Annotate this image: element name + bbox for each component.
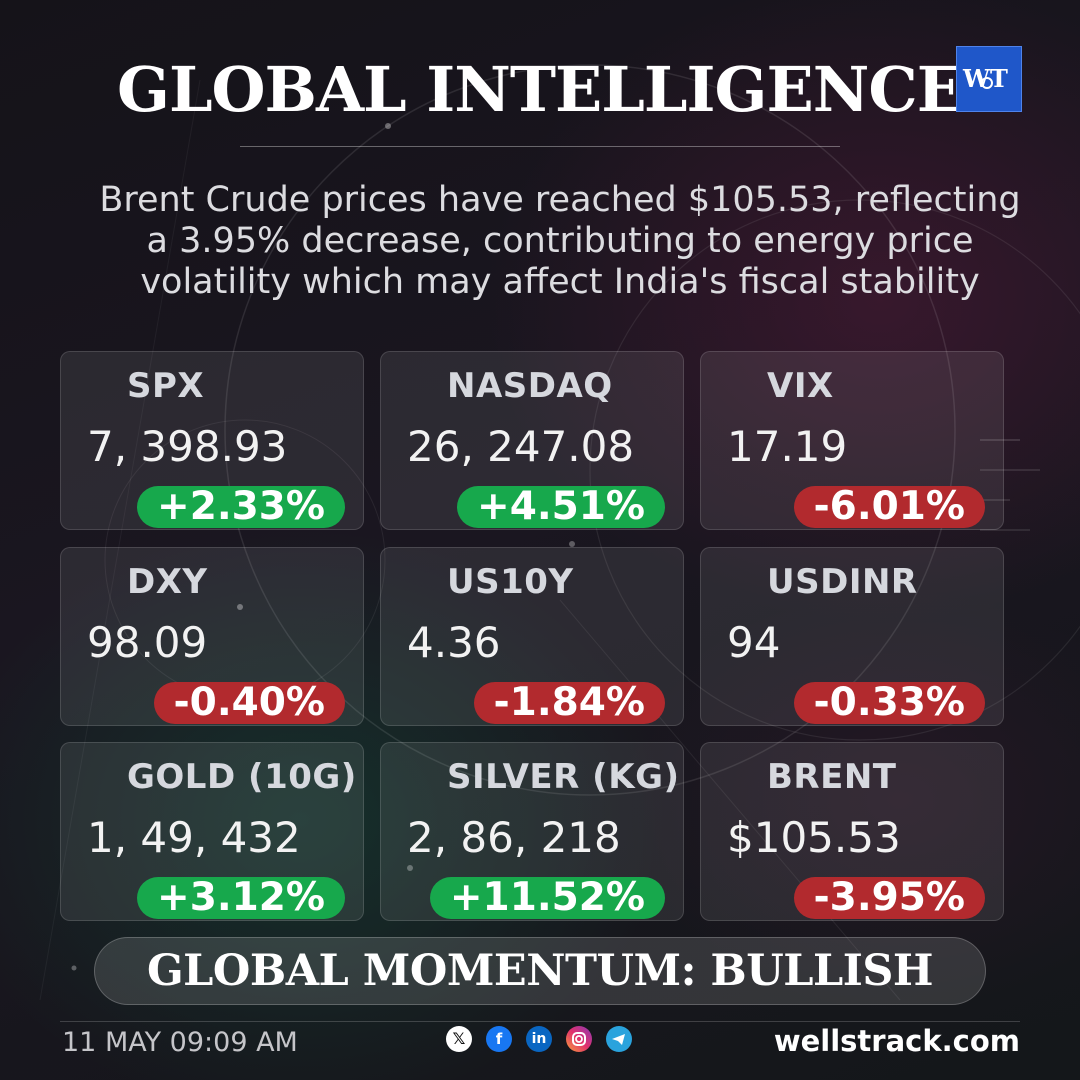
ticker-symbol: US10Y [447, 562, 574, 602]
global-momentum-banner: GLOBAL MOMENTUM: BULLISH [94, 937, 986, 1005]
headline: Brent Crude prices have reached $105.53,… [60, 180, 1060, 303]
ticker-card-gold[interactable]: GOLD (10G) 1, 49, 432 +3.12% [60, 742, 364, 921]
ticker-card-silver[interactable]: SILVER (KG) 2, 86, 218 +11.52% [380, 742, 684, 921]
timestamp: 11 MAY 09:09 AM [62, 1027, 298, 1058]
ticker-card-spx[interactable]: SPX 7, 398.93 +2.33% [60, 351, 364, 530]
website-link[interactable]: wellstrack.com [773, 1024, 1020, 1058]
headline-line: a 3.95% decrease, contributing to energy… [146, 221, 974, 261]
logo-mark-icon: WT [962, 64, 1008, 93]
ticker-symbol: SPX [127, 366, 205, 406]
wellstrack-logo[interactable]: WT [956, 46, 1022, 112]
ticker-change-badge: +2.33% [137, 486, 345, 528]
ticker-change-badge: -0.40% [153, 682, 345, 724]
ticker-card-brent[interactable]: BRENT $105.53 -3.95% [700, 742, 1004, 921]
title-divider [240, 146, 840, 147]
ticker-card-nasdaq[interactable]: NASDAQ 26, 247.08 +4.51% [380, 351, 684, 530]
x-icon[interactable]: 𝕏 [446, 1026, 472, 1052]
headline-line: Brent Crude prices have reached $105.53,… [99, 180, 1021, 220]
headline-line: volatility which may affect India's fisc… [140, 262, 980, 302]
ticker-symbol: USDINR [767, 562, 918, 602]
ticker-change-badge: -3.95% [793, 877, 985, 919]
ticker-value: 7, 398.93 [87, 422, 288, 471]
ticker-card-us10y[interactable]: US10Y 4.36 -1.84% [380, 547, 684, 726]
ticker-value: 17.19 [727, 422, 848, 471]
ticker-card-dxy[interactable]: DXY 98.09 -0.40% [60, 547, 364, 726]
facebook-icon[interactable]: f [486, 1026, 512, 1052]
ticker-value: 26, 247.08 [407, 422, 635, 471]
ticker-change-badge: -0.33% [793, 682, 985, 724]
ticker-symbol: VIX [767, 366, 834, 406]
ticker-card-usdinr[interactable]: USDINR 94 -0.33% [700, 547, 1004, 726]
ticker-symbol: GOLD (10G) [127, 757, 357, 797]
ticker-change-badge: -6.01% [793, 486, 985, 528]
ticker-symbol: DXY [127, 562, 208, 602]
ticker-value: 2, 86, 218 [407, 813, 621, 862]
ticker-card-vix[interactable]: VIX 17.19 -6.01% [700, 351, 1004, 530]
ticker-change-badge: -1.84% [473, 682, 665, 724]
ticker-change-badge: +11.52% [429, 877, 665, 919]
linkedin-icon[interactable]: in [526, 1026, 552, 1052]
ticker-value: $105.53 [727, 813, 901, 862]
ticker-change-badge: +3.12% [137, 877, 345, 919]
instagram-icon[interactable] [566, 1026, 592, 1052]
ticker-change-badge: +4.51% [457, 486, 665, 528]
ticker-symbol: NASDAQ [447, 366, 613, 406]
ticker-symbol: BRENT [767, 757, 897, 797]
ticker-value: 94 [727, 618, 781, 667]
telegram-icon[interactable] [606, 1026, 632, 1052]
page-title: GLOBAL INTELLIGENCE [117, 53, 964, 126]
ticker-value: 98.09 [87, 618, 208, 667]
ticker-symbol: SILVER (KG) [447, 757, 680, 797]
ticker-value: 4.36 [407, 618, 501, 667]
ticker-value: 1, 49, 432 [87, 813, 301, 862]
footer-divider [60, 1021, 1020, 1022]
ticker-grid: SPX 7, 398.93 +2.33% NASDAQ 26, 247.08 +… [60, 351, 1006, 922]
